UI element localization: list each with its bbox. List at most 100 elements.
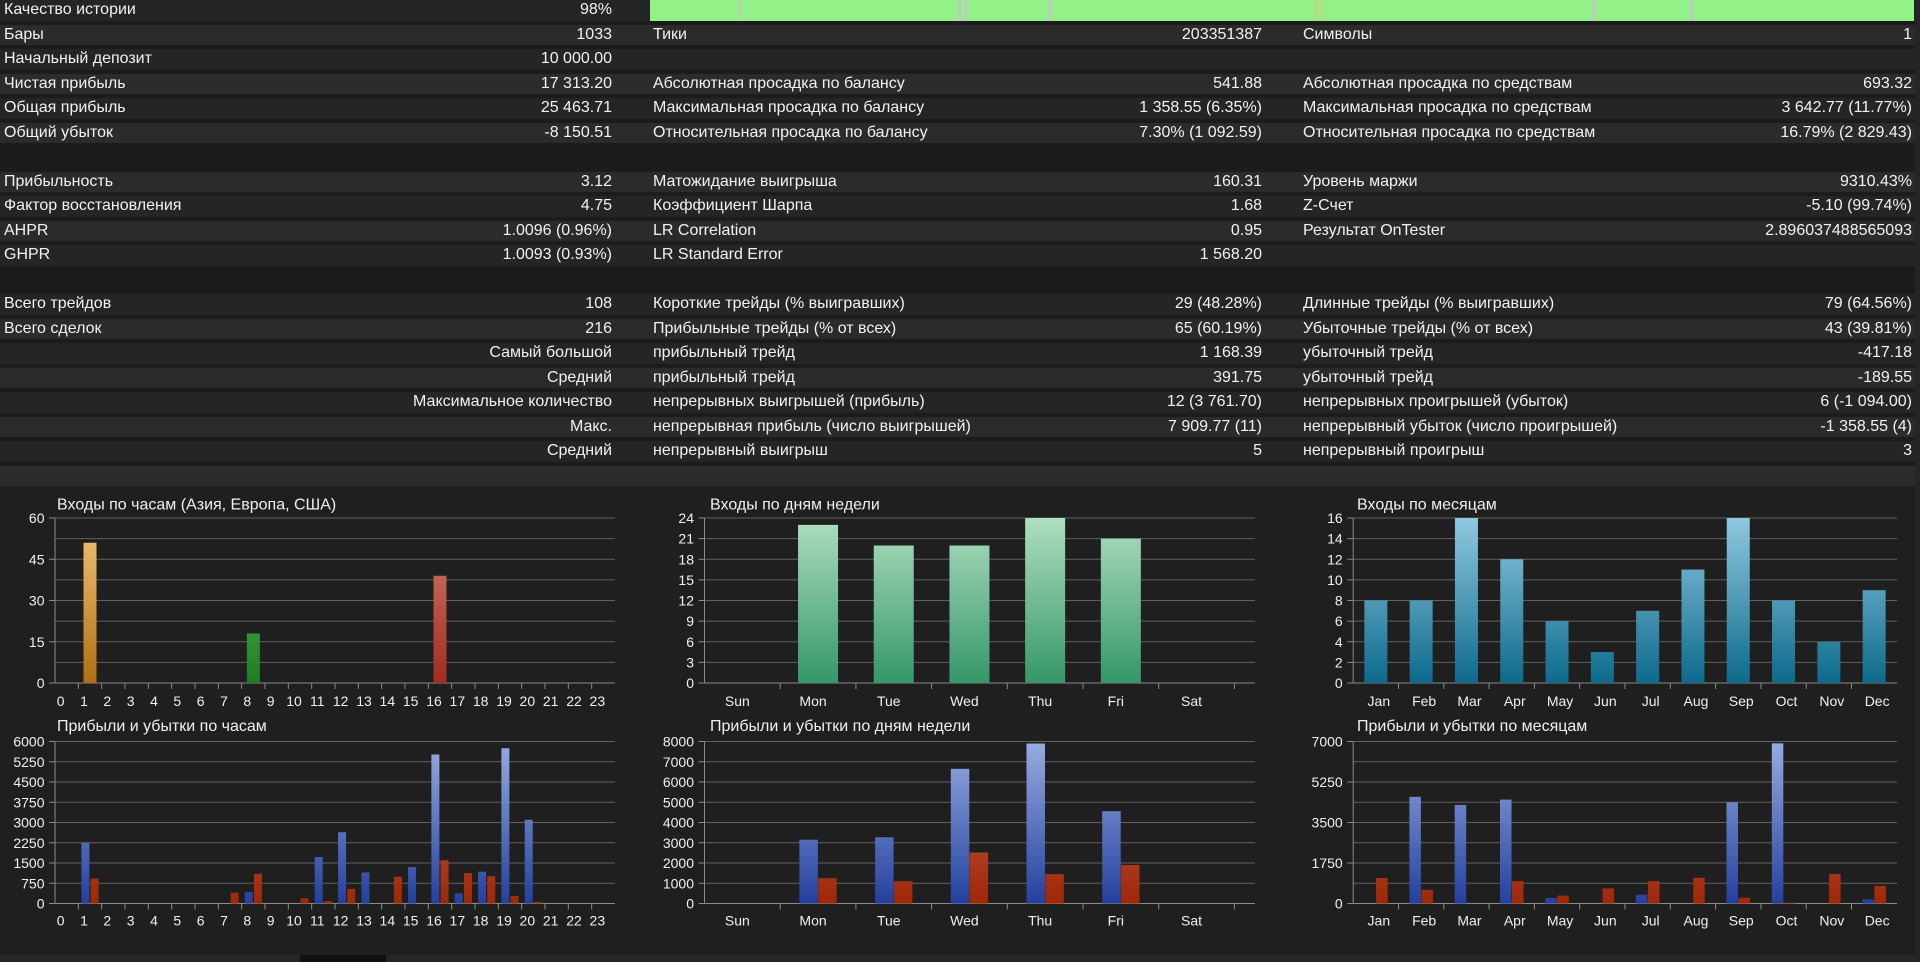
svg-text:3500: 3500 <box>1312 815 1343 831</box>
svg-text:Oct: Oct <box>1776 913 1798 929</box>
svg-text:4000: 4000 <box>663 815 694 831</box>
svg-text:May: May <box>1547 913 1573 929</box>
svg-text:6000: 6000 <box>13 734 44 750</box>
svg-text:Wed: Wed <box>950 913 979 929</box>
svg-text:6: 6 <box>197 693 205 709</box>
svg-text:7000: 7000 <box>663 754 694 770</box>
svg-text:Mon: Mon <box>799 913 826 929</box>
svg-text:23: 23 <box>590 913 606 929</box>
svg-text:Dec: Dec <box>1865 693 1890 709</box>
svg-text:Mar: Mar <box>1457 693 1481 709</box>
svg-text:15: 15 <box>29 634 45 650</box>
svg-text:6: 6 <box>1335 613 1343 629</box>
svg-text:3: 3 <box>686 654 694 670</box>
svg-text:Jan: Jan <box>1368 693 1391 709</box>
svg-text:Входы по месяцам: Входы по месяцам <box>1357 497 1497 514</box>
svg-text:17: 17 <box>450 913 466 929</box>
svg-text:Sep: Sep <box>1729 913 1754 929</box>
svg-text:1: 1 <box>80 693 88 709</box>
svg-text:4: 4 <box>1335 634 1343 650</box>
svg-text:Jul: Jul <box>1642 693 1660 709</box>
svg-text:10: 10 <box>1327 572 1343 588</box>
svg-text:0: 0 <box>57 693 65 709</box>
svg-text:Oct: Oct <box>1776 693 1798 709</box>
svg-text:Nov: Nov <box>1819 913 1844 929</box>
svg-text:6: 6 <box>686 634 694 650</box>
svg-text:5: 5 <box>173 693 181 709</box>
svg-text:Nov: Nov <box>1819 693 1844 709</box>
svg-text:11: 11 <box>310 693 325 709</box>
svg-text:4: 4 <box>150 913 158 929</box>
svg-text:3: 3 <box>127 693 135 709</box>
svg-text:4500: 4500 <box>13 774 44 790</box>
svg-text:24: 24 <box>678 510 694 526</box>
svg-text:12: 12 <box>1327 551 1343 567</box>
svg-text:15: 15 <box>678 572 694 588</box>
svg-text:16: 16 <box>426 913 442 929</box>
svg-text:1: 1 <box>80 913 88 929</box>
svg-text:7000: 7000 <box>1312 734 1343 750</box>
svg-text:3750: 3750 <box>13 794 44 810</box>
svg-text:6000: 6000 <box>663 774 694 790</box>
svg-text:2: 2 <box>1335 654 1343 670</box>
svg-text:30: 30 <box>29 593 45 609</box>
svg-text:22: 22 <box>566 693 582 709</box>
svg-text:21: 21 <box>678 531 694 547</box>
svg-text:Jun: Jun <box>1594 913 1617 929</box>
svg-text:2: 2 <box>103 913 111 929</box>
svg-text:Входы по дням недели: Входы по дням недели <box>710 497 880 514</box>
svg-text:2000: 2000 <box>663 855 694 871</box>
svg-text:6: 6 <box>197 913 205 929</box>
svg-text:Apr: Apr <box>1504 693 1526 709</box>
svg-text:Sep: Sep <box>1729 693 1754 709</box>
svg-text:Thu: Thu <box>1028 693 1052 709</box>
svg-text:Jun: Jun <box>1594 693 1617 709</box>
svg-text:9: 9 <box>686 613 694 629</box>
svg-text:18: 18 <box>473 693 489 709</box>
svg-text:Sat: Sat <box>1181 913 1202 929</box>
svg-text:9: 9 <box>267 693 275 709</box>
svg-text:Feb: Feb <box>1412 913 1436 929</box>
svg-text:16: 16 <box>426 693 442 709</box>
svg-text:20: 20 <box>520 913 536 929</box>
svg-text:11: 11 <box>310 913 325 929</box>
svg-text:Прибыли и убытки по часам: Прибыли и убытки по часам <box>57 718 267 735</box>
svg-text:17: 17 <box>450 693 466 709</box>
svg-text:21: 21 <box>543 693 559 709</box>
svg-text:8: 8 <box>243 913 251 929</box>
svg-text:Tue: Tue <box>877 913 901 929</box>
svg-text:14: 14 <box>380 913 396 929</box>
svg-text:19: 19 <box>496 913 512 929</box>
svg-text:Feb: Feb <box>1412 693 1436 709</box>
svg-text:7: 7 <box>220 913 228 929</box>
svg-text:0: 0 <box>686 896 694 912</box>
svg-text:Jan: Jan <box>1368 913 1391 929</box>
svg-text:Thu: Thu <box>1028 913 1052 929</box>
svg-text:Sat: Sat <box>1181 693 1202 709</box>
svg-text:19: 19 <box>496 693 512 709</box>
svg-text:750: 750 <box>21 875 45 891</box>
svg-text:Mon: Mon <box>799 693 826 709</box>
svg-text:May: May <box>1547 693 1573 709</box>
svg-text:Aug: Aug <box>1683 693 1708 709</box>
svg-text:21: 21 <box>543 913 559 929</box>
svg-text:5250: 5250 <box>1312 774 1343 790</box>
svg-text:23: 23 <box>590 693 606 709</box>
svg-text:13: 13 <box>356 693 372 709</box>
svg-text:3000: 3000 <box>663 835 694 851</box>
svg-text:2: 2 <box>103 693 111 709</box>
svg-text:0: 0 <box>686 675 694 691</box>
svg-text:Прибыли и убытки по дням недел: Прибыли и убытки по дням недели <box>710 718 970 735</box>
svg-text:Sun: Sun <box>725 913 750 929</box>
svg-text:0: 0 <box>37 675 45 691</box>
svg-text:15: 15 <box>403 693 419 709</box>
svg-text:1750: 1750 <box>1312 855 1343 871</box>
svg-text:1000: 1000 <box>663 875 694 891</box>
svg-text:16: 16 <box>1327 510 1343 526</box>
svg-text:3000: 3000 <box>13 815 44 831</box>
svg-text:14: 14 <box>380 693 396 709</box>
svg-text:8000: 8000 <box>663 734 694 750</box>
svg-text:Mar: Mar <box>1457 913 1481 929</box>
svg-text:12: 12 <box>678 593 694 609</box>
svg-text:Входы по часам (Азия, Европа,: Входы по часам (Азия, Европа, США) <box>57 497 336 514</box>
